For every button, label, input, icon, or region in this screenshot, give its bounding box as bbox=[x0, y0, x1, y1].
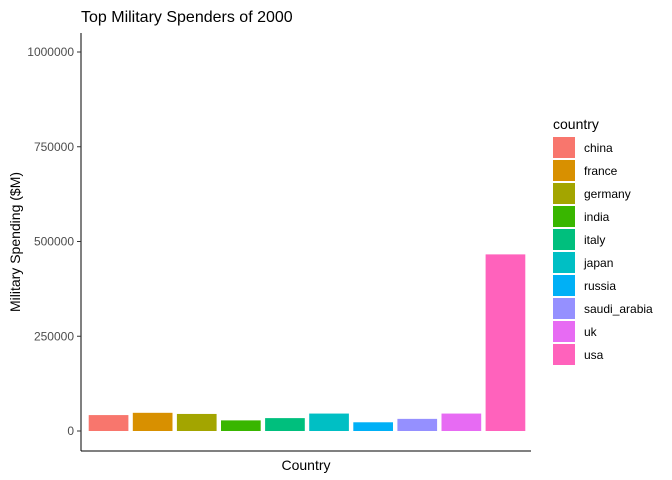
legend-label-china: china bbox=[584, 141, 613, 155]
legend-label-india: india bbox=[584, 210, 610, 224]
legend-label-france: france bbox=[584, 164, 618, 178]
legend-key-japan bbox=[553, 252, 575, 273]
bar-uk bbox=[441, 413, 482, 431]
bar-france bbox=[132, 412, 173, 431]
legend-label-saudi-arabia: saudi_arabia bbox=[584, 302, 653, 316]
bar-russia bbox=[353, 422, 393, 431]
legend-key-france bbox=[553, 160, 575, 181]
legend-key-italy bbox=[553, 229, 575, 250]
legend-key-uk bbox=[553, 321, 575, 342]
legend-key-usa bbox=[553, 344, 575, 365]
y-axis-ticks: 0 250000 500000 750000 1000000 bbox=[27, 45, 81, 438]
legend-label-uk: uk bbox=[584, 325, 598, 339]
x-axis-title: Country bbox=[281, 457, 330, 473]
y-tick-label: 1000000 bbox=[27, 45, 74, 59]
y-tick-label: 0 bbox=[67, 424, 74, 438]
legend-title: country bbox=[553, 116, 599, 132]
legend-key-india bbox=[553, 206, 575, 227]
legend-key-saudi-arabia bbox=[553, 298, 575, 319]
legend-label-russia: russia bbox=[584, 279, 616, 293]
bar-usa bbox=[485, 254, 526, 431]
legend-label-japan: japan bbox=[583, 256, 613, 270]
legend-key-germany bbox=[553, 183, 575, 204]
y-tick-label: 500000 bbox=[34, 235, 74, 249]
bar-germany bbox=[176, 413, 217, 431]
y-axis-title: Military Spending ($M) bbox=[7, 172, 23, 312]
legend-label-italy: italy bbox=[584, 233, 605, 247]
legend-key-china bbox=[553, 137, 575, 158]
chart-title: Top Military Spenders of 2000 bbox=[81, 9, 293, 26]
y-tick-label: 250000 bbox=[34, 329, 74, 343]
bar-china bbox=[88, 415, 129, 431]
plot-area bbox=[88, 254, 526, 431]
legend-key-russia bbox=[553, 275, 575, 296]
legend-label-germany: germany bbox=[584, 187, 631, 201]
bar-india bbox=[221, 420, 261, 431]
legend-label-usa: usa bbox=[584, 348, 604, 362]
legend: country china france germany india italy japa… bbox=[553, 116, 653, 365]
bar-saudi-arabia bbox=[397, 418, 438, 431]
y-tick-label: 750000 bbox=[34, 140, 74, 154]
bar-japan bbox=[309, 413, 349, 431]
bar-italy bbox=[265, 418, 305, 431]
